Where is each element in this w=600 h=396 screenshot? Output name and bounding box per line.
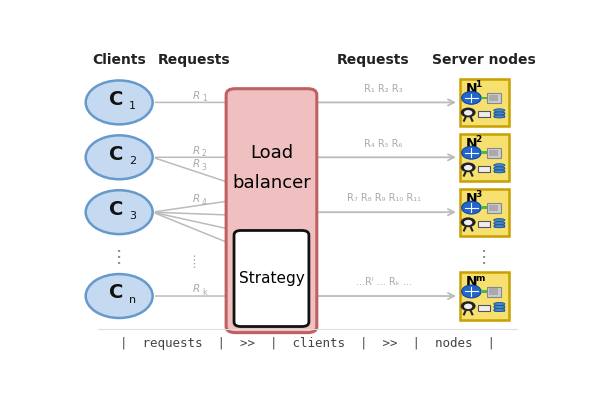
FancyBboxPatch shape xyxy=(478,305,490,311)
Ellipse shape xyxy=(494,167,505,170)
Text: C: C xyxy=(109,145,124,164)
Bar xyxy=(489,150,499,156)
Circle shape xyxy=(461,285,481,298)
FancyBboxPatch shape xyxy=(478,166,490,172)
FancyBboxPatch shape xyxy=(487,287,501,297)
Circle shape xyxy=(464,304,472,309)
Circle shape xyxy=(86,190,152,234)
Circle shape xyxy=(461,162,476,172)
Circle shape xyxy=(461,91,481,104)
Text: R: R xyxy=(193,159,200,169)
Text: 4: 4 xyxy=(202,198,207,207)
Circle shape xyxy=(461,301,476,311)
Ellipse shape xyxy=(494,225,505,228)
Bar xyxy=(494,167,505,170)
Text: C: C xyxy=(109,200,124,219)
Text: Requests: Requests xyxy=(157,53,230,67)
Text: Server nodes: Server nodes xyxy=(433,53,536,67)
Text: ⋯: ⋯ xyxy=(110,245,128,263)
Bar xyxy=(494,222,505,225)
Text: R: R xyxy=(193,194,200,204)
FancyBboxPatch shape xyxy=(460,188,509,236)
Text: N: N xyxy=(466,192,477,206)
Circle shape xyxy=(464,165,472,170)
Text: R: R xyxy=(193,146,200,156)
Ellipse shape xyxy=(494,222,505,225)
Circle shape xyxy=(461,217,476,227)
Text: k: k xyxy=(202,288,206,297)
Text: 3: 3 xyxy=(128,211,136,221)
Bar xyxy=(494,170,505,173)
FancyBboxPatch shape xyxy=(478,221,490,227)
Ellipse shape xyxy=(494,170,505,173)
Text: 3: 3 xyxy=(475,190,481,199)
Text: Load: Load xyxy=(250,144,293,162)
Ellipse shape xyxy=(494,303,505,305)
Text: 1: 1 xyxy=(475,80,481,89)
Bar xyxy=(489,205,499,211)
Text: Strategy: Strategy xyxy=(239,271,304,286)
Text: ...Rᴵ ... Rₖ ...: ...Rᴵ ... Rₖ ... xyxy=(356,277,412,287)
Circle shape xyxy=(464,220,472,225)
Text: 3: 3 xyxy=(202,163,207,172)
Circle shape xyxy=(464,110,472,116)
Text: R: R xyxy=(193,91,200,101)
FancyBboxPatch shape xyxy=(460,79,509,126)
Bar xyxy=(481,152,487,154)
Bar xyxy=(494,308,505,312)
Bar xyxy=(481,97,487,99)
Text: R₁ R₂ R₃: R₁ R₂ R₃ xyxy=(364,84,403,94)
Text: N: N xyxy=(466,137,477,151)
Bar xyxy=(494,305,505,308)
Text: m: m xyxy=(475,274,485,283)
Ellipse shape xyxy=(494,115,505,118)
Bar xyxy=(481,206,487,209)
Ellipse shape xyxy=(494,109,505,112)
Text: R: R xyxy=(193,284,200,294)
Text: 2: 2 xyxy=(202,149,206,158)
Bar xyxy=(494,225,505,228)
Text: 1: 1 xyxy=(128,101,136,111)
FancyBboxPatch shape xyxy=(487,148,501,158)
Text: Clients: Clients xyxy=(92,53,146,67)
FancyBboxPatch shape xyxy=(226,89,317,333)
Text: n: n xyxy=(128,295,136,305)
FancyBboxPatch shape xyxy=(460,272,509,320)
FancyBboxPatch shape xyxy=(478,111,490,117)
Text: C: C xyxy=(109,284,124,303)
Circle shape xyxy=(86,274,152,318)
Circle shape xyxy=(86,80,152,124)
Text: R₇ R₈ R₉ R₁₀ R₁₁: R₇ R₈ R₉ R₁₀ R₁₁ xyxy=(347,194,421,204)
Text: N: N xyxy=(466,82,477,96)
Bar xyxy=(489,95,499,101)
FancyBboxPatch shape xyxy=(487,203,501,213)
Ellipse shape xyxy=(494,164,505,167)
Text: N: N xyxy=(466,276,477,289)
Ellipse shape xyxy=(494,308,505,312)
Text: 1: 1 xyxy=(202,94,206,103)
Ellipse shape xyxy=(494,219,505,222)
Circle shape xyxy=(461,108,476,117)
Bar xyxy=(481,290,487,293)
Text: C: C xyxy=(109,90,124,109)
Text: R₄ R₅ R₆: R₄ R₅ R₆ xyxy=(364,139,403,148)
Circle shape xyxy=(461,201,481,214)
Circle shape xyxy=(461,146,481,159)
Text: balancer: balancer xyxy=(232,174,311,192)
Text: |  requests  |  >>  |  clients  |  >>  |  nodes  |: | requests | >> | clients | >> | nodes | xyxy=(120,337,495,350)
Circle shape xyxy=(86,135,152,179)
Text: Requests: Requests xyxy=(336,53,409,67)
FancyBboxPatch shape xyxy=(234,230,309,327)
FancyBboxPatch shape xyxy=(460,134,509,181)
Text: 2: 2 xyxy=(475,135,481,144)
Ellipse shape xyxy=(494,305,505,308)
Bar xyxy=(489,288,499,295)
Bar xyxy=(494,112,505,115)
Ellipse shape xyxy=(494,112,505,115)
FancyBboxPatch shape xyxy=(487,93,501,103)
Text: ⋯: ⋯ xyxy=(475,245,493,263)
Bar xyxy=(494,115,505,118)
Text: 2: 2 xyxy=(128,156,136,166)
